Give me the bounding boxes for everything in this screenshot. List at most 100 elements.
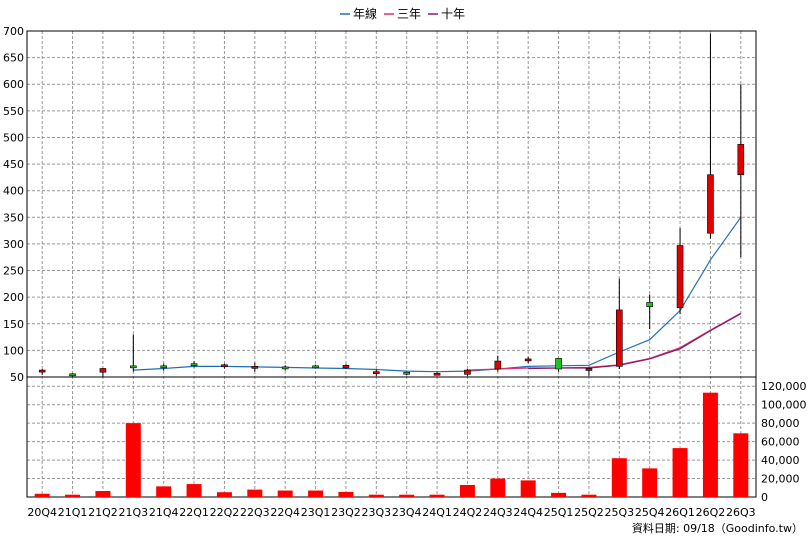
candle <box>646 294 653 330</box>
candle-body <box>251 366 259 369</box>
x-tick-label: 23Q2 <box>331 506 361 519</box>
candles <box>38 33 745 377</box>
candle-body <box>190 363 198 366</box>
x-tick-label: 24Q4 <box>513 506 543 519</box>
x-tick-label: 21Q1 <box>58 506 88 519</box>
candle <box>160 363 167 371</box>
candle-body <box>221 364 228 368</box>
x-tick-label: 21Q2 <box>88 506 118 519</box>
candle <box>312 364 319 369</box>
candle-body <box>555 358 562 370</box>
x-tick-label: 23Q3 <box>361 506 391 519</box>
candle <box>403 371 410 376</box>
ma-line-十年 <box>528 313 742 370</box>
price-plot-frame <box>26 30 757 378</box>
legend-label: 三年 <box>397 7 421 21</box>
candle-body <box>281 366 289 370</box>
volume-bar <box>672 448 688 497</box>
candle-body <box>99 368 107 373</box>
x-tick-label: 22Q4 <box>270 506 300 519</box>
volume-tick-label: 0 <box>761 491 768 504</box>
candle <box>221 363 228 369</box>
price-tick-label: 350 <box>3 211 24 224</box>
price-tick-label: 400 <box>3 185 24 198</box>
x-tick-label: 23Q1 <box>301 506 331 519</box>
volume-tick-label: 20,000 <box>761 473 800 486</box>
price-tick-label: 500 <box>3 131 24 144</box>
candle-body <box>464 369 471 375</box>
x-tick-label: 26Q2 <box>696 506 726 519</box>
candle-body <box>373 371 380 374</box>
candle <box>190 361 198 368</box>
volume-bar <box>551 492 567 497</box>
volume-bar <box>125 423 141 497</box>
candle <box>342 364 350 370</box>
volume-bar <box>156 486 172 497</box>
volume-bar <box>642 468 658 497</box>
volume-bar <box>186 484 202 497</box>
volume-bar <box>34 493 50 497</box>
price-tick-label: 450 <box>3 158 24 171</box>
candle-body <box>707 174 714 234</box>
candle-body <box>160 365 167 369</box>
candle-body <box>130 365 137 369</box>
candle <box>433 372 441 376</box>
legend-label: 十年 <box>441 7 465 21</box>
price-tick-label: 700 <box>3 25 24 38</box>
volume-bar <box>368 494 384 497</box>
price-tick-label: 650 <box>3 52 24 65</box>
moving-average-lines <box>133 216 742 373</box>
candle <box>373 369 380 376</box>
volume-bars <box>34 392 749 497</box>
x-tick-label: 24Q2 <box>453 506 483 519</box>
volume-plot-frame <box>26 376 757 498</box>
price-axis-ticks: 50 100 150 200 250 300 350 400 450 500 550 600 650 70… <box>3 25 24 384</box>
volume-bar <box>399 494 415 497</box>
volume-bar <box>581 494 597 497</box>
x-tick-label: 25Q4 <box>635 506 665 519</box>
volume-bar <box>733 433 749 497</box>
price-tick-label: 300 <box>3 238 24 251</box>
volume-tick-label: 120,000 <box>761 380 807 393</box>
x-tick-label: 24Q1 <box>422 506 452 519</box>
legend-item: 三年 <box>384 7 421 21</box>
data-date-footer: 資料日期: 09/18（Goodinfo.tw） <box>632 521 803 535</box>
ma-line-年線 <box>133 216 742 373</box>
volume-bar <box>277 490 293 497</box>
candle-body <box>737 144 745 176</box>
candle-body <box>69 373 76 377</box>
volume-bar <box>95 491 111 497</box>
candle <box>555 357 562 372</box>
candle-body <box>676 245 684 309</box>
volume-bar <box>308 490 324 497</box>
candle <box>69 373 76 377</box>
x-tick-label: 25Q3 <box>604 506 634 519</box>
volume-bar <box>520 480 536 497</box>
candle <box>737 84 745 258</box>
x-tick-label: 22Q2 <box>210 506 240 519</box>
volume-axis-ticks: 0 20,000 40,000 60,000 80,000 100,000 120,000 <box>761 380 807 504</box>
price-tick-label: 250 <box>3 265 24 278</box>
candle-body <box>616 309 623 367</box>
volume-bar <box>216 492 232 497</box>
volume-bar <box>247 489 263 497</box>
candle <box>130 334 137 372</box>
candle-body <box>494 360 502 370</box>
candle-body <box>38 369 46 373</box>
x-tick-label: 21Q3 <box>118 506 148 519</box>
volume-tick-label: 80,000 <box>761 417 800 430</box>
candle <box>524 356 532 364</box>
x-tick-label: 23Q4 <box>392 506 422 519</box>
legend: 年線 三年 十年 <box>340 6 465 21</box>
price-tick-label: 100 <box>3 344 24 357</box>
candle-body <box>433 372 441 376</box>
candle-body <box>585 368 593 371</box>
price-tick-label: 50 <box>10 371 24 384</box>
volume-bar <box>611 458 627 497</box>
volume-bar <box>429 494 445 497</box>
x-tick-label: 25Q1 <box>544 506 574 519</box>
volume-bar <box>65 494 81 497</box>
ma-line-三年 <box>467 312 742 371</box>
